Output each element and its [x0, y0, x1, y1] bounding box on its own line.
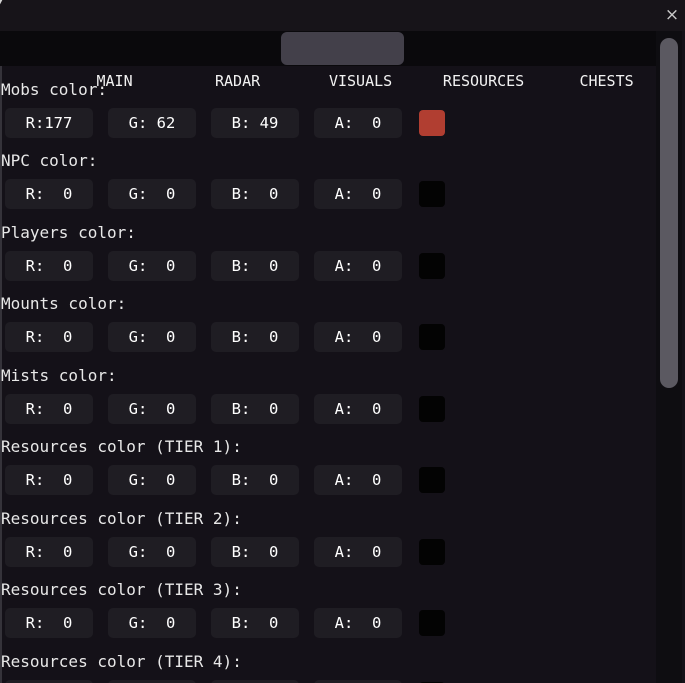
color-section: Resources color (TIER 2): R: 0 G: 0 B: 0…: [0, 495, 685, 567]
rgba-field-a[interactable]: A: 0: [314, 322, 402, 352]
rgba-field-a[interactable]: A: 0: [314, 465, 402, 495]
rgba-field-r[interactable]: R: 0: [5, 322, 93, 352]
rgba-field-row: R: 0 G: 0 B: 0 A: 0: [5, 393, 685, 424]
rgba-field-a[interactable]: A: 0: [314, 250, 402, 281]
rgba-field-g[interactable]: G: 0: [108, 536, 196, 567]
rgba-field-row: R: 0 G: 0 B: 0 A: 0: [5, 179, 685, 209]
rgba-field-a[interactable]: A: 0: [314, 679, 402, 683]
tab-resources[interactable]: RESOURCES: [404, 32, 527, 90]
color-section: NPC color: R: 0 G: 0 B: 0 A: 0: [0, 138, 685, 209]
rgba-field-g[interactable]: G: 0: [108, 179, 196, 209]
rgba-field-row: R: 0 G: 0 B: 0 A: 0: [5, 679, 685, 683]
rgba-field-r[interactable]: R: 0: [5, 393, 93, 424]
rgba-field-b[interactable]: B: 0: [211, 608, 299, 638]
rgba-field-a[interactable]: A: 0: [314, 536, 402, 567]
rgba-field-g[interactable]: G: 62: [108, 107, 196, 138]
section-label: Resources color (TIER 3):: [1, 580, 242, 599]
rgba-field-r[interactable]: R: 0: [5, 679, 93, 683]
color-swatch[interactable]: [419, 252, 445, 279]
rgba-field-a[interactable]: A: 0: [314, 179, 402, 209]
color-swatch[interactable]: [419, 467, 445, 493]
rgba-field-b[interactable]: B: 0: [211, 536, 299, 567]
tab-label: CHESTS: [579, 72, 634, 90]
rgba-field-g[interactable]: G: 0: [108, 679, 196, 683]
rgba-field-a[interactable]: A: 0: [314, 393, 402, 424]
close-icon[interactable]: ×: [664, 5, 680, 25]
color-section: Players color: R: 0 G: 0 B: 0 A: 0: [0, 209, 685, 281]
color-section: Mobs color: R:177 G: 62 B: 49 A: 0: [0, 66, 685, 138]
color-section: Mists color: R: 0 G: 0 B: 0 A: 0: [0, 352, 685, 424]
visuals-tab-content: Mobs color: R:177 G: 62 B: 49 A: 0 NPC c…: [0, 66, 685, 683]
tab-visuals[interactable]: VISUALS: [281, 32, 404, 90]
section-label: Resources color (TIER 2):: [1, 508, 242, 528]
color-section: Resources color (TIER 4): R: 0 G: 0 B: 0…: [0, 638, 685, 683]
color-section: Mounts color: R: 0 G: 0 B: 0 A: 0: [0, 281, 685, 352]
rgba-field-r[interactable]: R: 0: [5, 250, 93, 281]
section-label: Resources color (TIER 1):: [1, 437, 242, 456]
tab-radar[interactable]: RADAR: [158, 32, 281, 90]
color-section: Resources color (TIER 1): R: 0 G: 0 B: 0…: [0, 424, 685, 495]
rgba-field-r[interactable]: R:177: [5, 107, 93, 138]
section-label: Mists color:: [1, 365, 117, 385]
rgba-field-row: R: 0 G: 0 B: 0 A: 0: [5, 608, 685, 638]
tab-bar: MAIN RADAR VISUALS RESOURCES CHESTS: [0, 31, 657, 90]
color-swatch[interactable]: [419, 610, 445, 636]
section-label: Players color:: [1, 222, 136, 242]
color-swatch[interactable]: [419, 538, 445, 565]
rgba-field-row: R: 0 G: 0 B: 0 A: 0: [5, 322, 685, 352]
rgba-field-a[interactable]: A: 0: [314, 608, 402, 638]
rgba-field-row: R: 0 G: 0 B: 0 A: 0: [5, 465, 685, 495]
tab-label: VISUALS: [328, 72, 393, 90]
color-section: Resources color (TIER 3): R: 0 G: 0 B: 0…: [0, 567, 685, 638]
rgba-field-r[interactable]: R: 0: [5, 608, 93, 638]
rgba-field-row: R:177 G: 62 B: 49 A: 0: [5, 107, 685, 138]
color-swatch[interactable]: [419, 324, 445, 350]
rgba-field-b[interactable]: B: 0: [211, 250, 299, 281]
tab-label: RESOURCES: [442, 72, 525, 90]
tab-label: MAIN: [96, 72, 133, 90]
rgba-field-g[interactable]: G: 0: [108, 393, 196, 424]
rgba-field-r[interactable]: R: 0: [5, 536, 93, 567]
rgba-field-row: R: 0 G: 0 B: 0 A: 0: [5, 250, 685, 281]
rgba-field-row: R: 0 G: 0 B: 0 A: 0: [5, 536, 685, 567]
title-bar: [0, 0, 685, 31]
rgba-field-b[interactable]: B: 0: [211, 393, 299, 424]
tab-label: RADAR: [214, 72, 261, 90]
tab-chests[interactable]: CHESTS: [527, 32, 650, 90]
rgba-field-g[interactable]: G: 0: [108, 465, 196, 495]
scrollbar-thumb[interactable]: [660, 38, 678, 388]
rgba-field-b[interactable]: B: 0: [211, 679, 299, 683]
rgba-field-b[interactable]: B: 0: [211, 179, 299, 209]
rgba-field-g[interactable]: G: 0: [108, 608, 196, 638]
section-label: Resources color (TIER 4):: [1, 651, 242, 671]
rgba-field-b[interactable]: B: 0: [211, 465, 299, 495]
rgba-field-g[interactable]: G: 0: [108, 250, 196, 281]
color-swatch[interactable]: [419, 681, 445, 683]
color-swatch[interactable]: [419, 181, 445, 207]
section-label: NPC color:: [1, 151, 98, 170]
rgba-field-b[interactable]: B: 49: [211, 107, 299, 138]
tab-main[interactable]: MAIN: [35, 32, 158, 90]
rgba-field-r[interactable]: R: 0: [5, 179, 93, 209]
rgba-field-a[interactable]: A: 0: [314, 107, 402, 138]
section-label: Mobs color:: [1, 79, 107, 99]
scrollbar-track[interactable]: [656, 31, 682, 683]
section-label: Mounts color:: [1, 294, 127, 313]
color-swatch[interactable]: [419, 395, 445, 422]
color-swatch[interactable]: [419, 109, 445, 136]
rgba-field-b[interactable]: B: 0: [211, 322, 299, 352]
rgba-field-r[interactable]: R: 0: [5, 465, 93, 495]
rgba-field-g[interactable]: G: 0: [108, 322, 196, 352]
